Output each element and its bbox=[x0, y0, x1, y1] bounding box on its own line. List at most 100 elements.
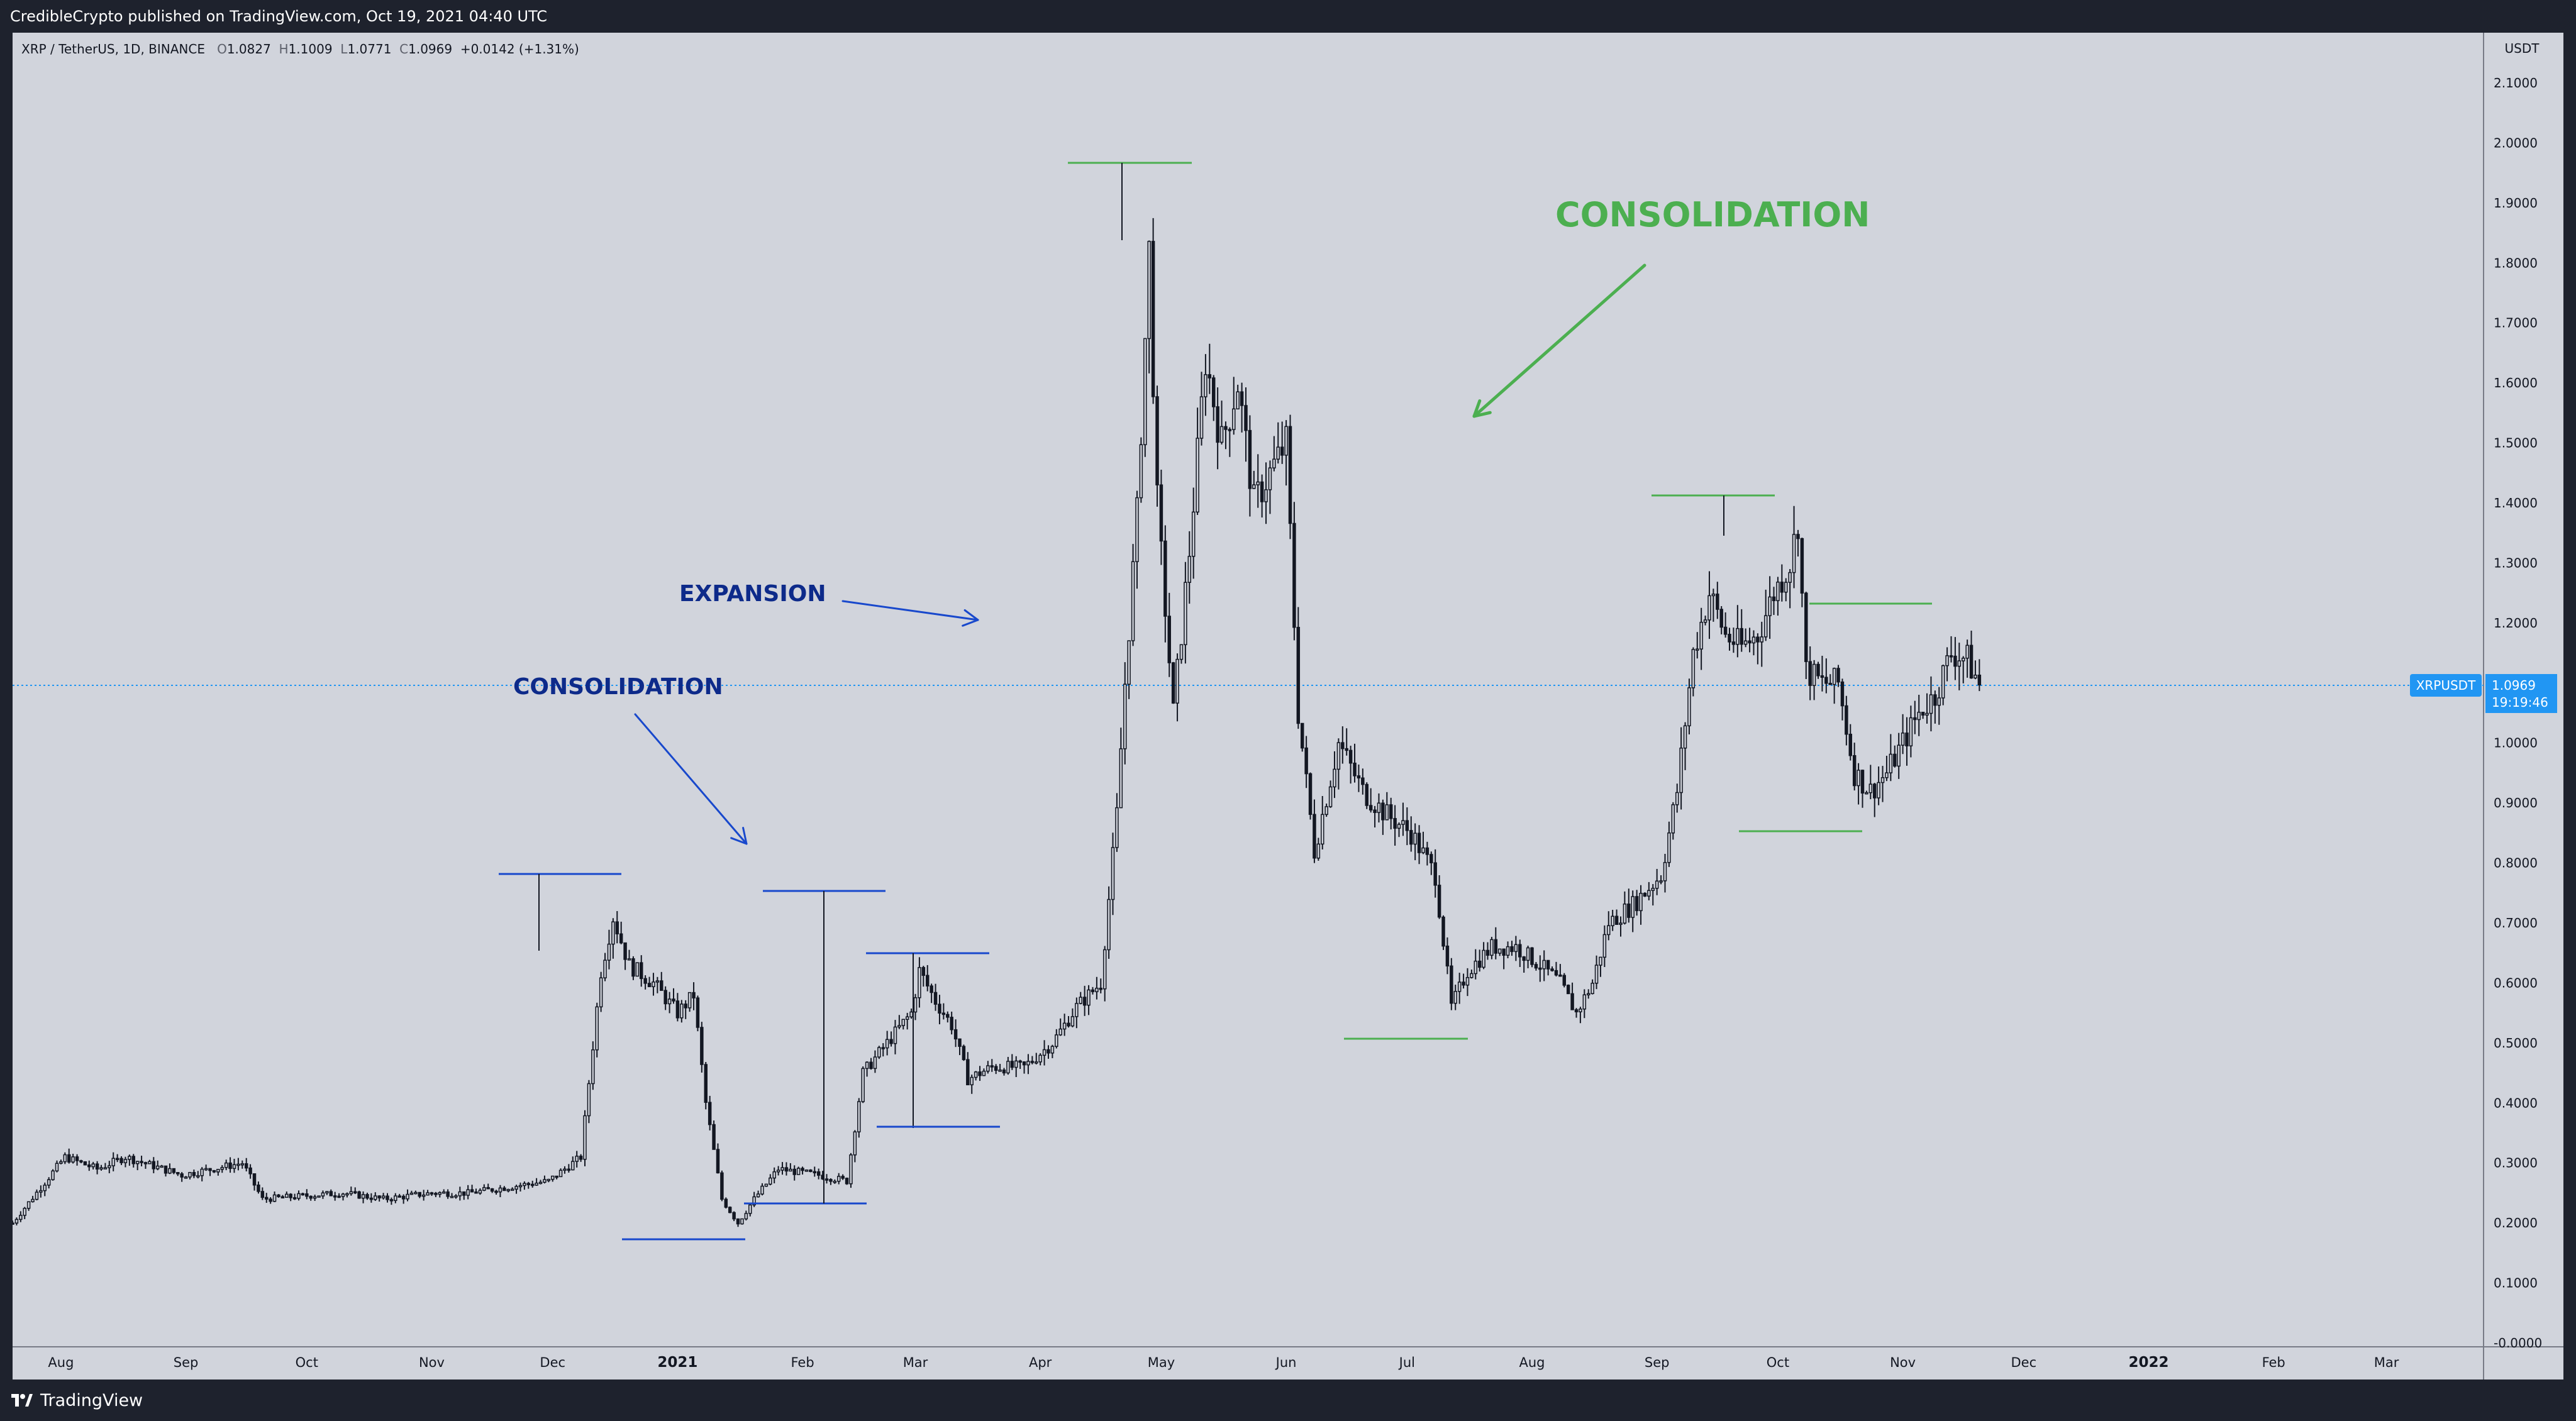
annotation-arrow bbox=[841, 600, 979, 621]
candle-body bbox=[1450, 965, 1453, 1004]
candle-body bbox=[1696, 648, 1699, 651]
time-tick-label: Jun bbox=[1275, 1355, 1297, 1370]
candle-body bbox=[1929, 694, 1933, 714]
candle-body bbox=[1852, 755, 1857, 787]
candle-body bbox=[623, 942, 627, 960]
candle-body bbox=[1880, 777, 1885, 783]
candle-body bbox=[893, 1026, 897, 1044]
candle-body bbox=[35, 1192, 39, 1200]
publish-line: CredibleCrypto published on TradingView.… bbox=[10, 8, 548, 25]
candle-body bbox=[1111, 847, 1115, 900]
candle-body bbox=[772, 1171, 776, 1179]
candle-body bbox=[708, 1102, 712, 1125]
candle-body bbox=[14, 1219, 19, 1224]
candle-body bbox=[75, 1156, 79, 1161]
price-scale-currency: USDT bbox=[2505, 41, 2540, 56]
candle-body bbox=[925, 975, 930, 987]
candle-body bbox=[1945, 655, 1949, 666]
candle-body bbox=[1296, 626, 1301, 724]
candle-body bbox=[280, 1196, 285, 1198]
candle-body bbox=[611, 921, 615, 945]
candle-body bbox=[374, 1195, 377, 1200]
candle-body bbox=[1586, 993, 1591, 995]
candle-body bbox=[1494, 939, 1498, 954]
price-tick-label: 1.0000 bbox=[2494, 736, 2538, 751]
candle-body bbox=[19, 1215, 23, 1220]
candle-body bbox=[446, 1191, 450, 1197]
candle-body bbox=[458, 1191, 462, 1197]
candle-body bbox=[1562, 975, 1567, 986]
legend-high: 1.1009 bbox=[288, 41, 333, 57]
candle-body bbox=[1123, 683, 1127, 749]
annotation-arrow bbox=[1472, 263, 1646, 418]
price-tick-label: 1.6000 bbox=[2494, 375, 2538, 390]
candle-body bbox=[809, 1169, 813, 1173]
candle-body bbox=[1409, 830, 1413, 845]
price-tick-label: 0.9000 bbox=[2494, 795, 2538, 810]
candle-body bbox=[627, 958, 631, 961]
candle-body bbox=[365, 1194, 369, 1199]
time-scale[interactable]: Aug Sep Oct Nov Dec 2021 Feb Mar Apr May Jun Jul Aug… bbox=[48, 1354, 2399, 1371]
tradingview-logo-icon[interactable] bbox=[11, 1392, 33, 1408]
candle-body bbox=[1219, 426, 1224, 443]
candle-body bbox=[490, 1188, 494, 1192]
candle-body bbox=[369, 1197, 374, 1200]
candle-body bbox=[389, 1199, 394, 1202]
candle-body bbox=[558, 1169, 563, 1178]
candle-body bbox=[1599, 956, 1602, 966]
candle-body bbox=[462, 1191, 466, 1196]
candle-body bbox=[1445, 945, 1450, 967]
candle-body bbox=[1522, 956, 1526, 961]
candle-body bbox=[1917, 712, 1921, 721]
candle-body bbox=[1756, 636, 1760, 643]
candle-body bbox=[970, 1076, 974, 1086]
candle-body bbox=[849, 1154, 853, 1185]
candle-body bbox=[639, 962, 643, 980]
price-chart[interactable]: CONSOLIDATION EXPANSION CONSOLIDATION US… bbox=[13, 33, 2563, 1380]
candle-body bbox=[1091, 989, 1095, 992]
annotation-consolidation-big: CONSOLIDATION bbox=[1555, 195, 1870, 235]
candle-body bbox=[756, 1193, 760, 1198]
candle-body bbox=[123, 1159, 128, 1163]
candle-body bbox=[748, 1204, 752, 1214]
candle-body bbox=[381, 1195, 386, 1198]
candle-body bbox=[1502, 948, 1506, 956]
candle-body bbox=[833, 1180, 837, 1183]
candle-body bbox=[305, 1193, 309, 1197]
candle-body bbox=[1139, 444, 1143, 499]
candle-body bbox=[1776, 582, 1780, 602]
candle-body bbox=[1272, 458, 1276, 468]
candle-body bbox=[1357, 775, 1361, 779]
symbol-legend: XRP / TetherUS, 1D, BINANCE O1.0827 H1.1… bbox=[21, 41, 579, 57]
candle-body bbox=[1800, 538, 1804, 594]
candle-body bbox=[1224, 426, 1228, 430]
candle-body bbox=[712, 1124, 716, 1150]
candle-body bbox=[386, 1195, 389, 1200]
legend-close-label: C bbox=[399, 41, 409, 57]
candle-body bbox=[1010, 1061, 1014, 1068]
candle-body bbox=[1042, 1049, 1046, 1056]
candle-body bbox=[87, 1164, 91, 1168]
tradingview-brand[interactable]: TradingView bbox=[40, 1391, 143, 1410]
candle-body bbox=[881, 1047, 885, 1049]
candle-body bbox=[115, 1158, 119, 1161]
candle-body bbox=[1820, 675, 1824, 678]
candle-body bbox=[930, 985, 933, 993]
candle-body bbox=[837, 1176, 841, 1182]
candle-body bbox=[530, 1183, 535, 1186]
candle-body bbox=[1470, 973, 1474, 978]
candle-body bbox=[297, 1193, 301, 1199]
candle-body bbox=[232, 1164, 236, 1169]
candle-body bbox=[47, 1179, 51, 1186]
candle-body bbox=[728, 1207, 732, 1214]
candle-body bbox=[1675, 792, 1679, 805]
candle-body bbox=[1977, 674, 1982, 686]
candle-body bbox=[913, 997, 918, 1013]
chart-area[interactable]: CONSOLIDATION EXPANSION CONSOLIDATION US… bbox=[13, 33, 2563, 1380]
candle-body bbox=[260, 1191, 265, 1198]
candle-body bbox=[430, 1192, 434, 1195]
candle-body bbox=[752, 1196, 756, 1206]
candle-body bbox=[1752, 636, 1756, 644]
candle-body bbox=[155, 1165, 160, 1169]
candle-body bbox=[1276, 446, 1280, 460]
